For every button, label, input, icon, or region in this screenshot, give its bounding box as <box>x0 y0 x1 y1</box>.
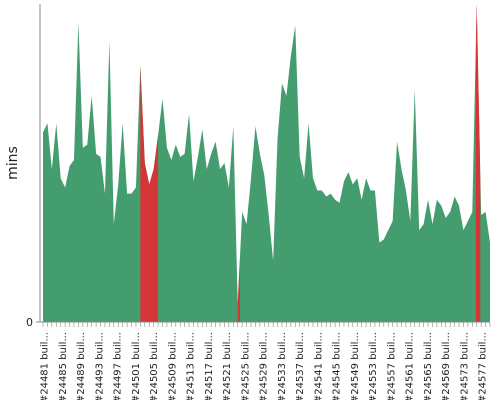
x-tick-label: #24573 buil... <box>459 332 470 400</box>
x-tick-label: #24533 buil... <box>277 332 288 400</box>
x-tick-label: #24549 buil... <box>350 332 361 400</box>
x-tick-label: #24481 buil... <box>40 332 51 400</box>
y-axis-label: mins <box>5 146 21 180</box>
x-tick-label: #24569 buil... <box>441 332 452 400</box>
failure-band-3 <box>475 4 481 322</box>
x-tick-label: #24529 buil... <box>259 332 270 400</box>
x-tick-label: #24517 buil... <box>204 332 215 400</box>
x-tick-label: #24493 buil... <box>94 332 105 400</box>
x-tick-label: #24577 buil... <box>478 332 489 400</box>
x-tick-label: #24525 buil... <box>240 332 251 400</box>
x-tick-label: #24565 buil... <box>423 332 434 400</box>
x-tick-label: #24513 buil... <box>186 332 197 400</box>
series-layer <box>43 4 490 322</box>
x-tick-label: #24489 buil... <box>76 332 87 400</box>
y-axis-ticks: 0 <box>26 316 40 329</box>
y-tick-label: 0 <box>26 316 33 329</box>
x-tick-label: #24545 buil... <box>332 332 343 400</box>
x-tick-label: #24561 buil... <box>405 332 416 400</box>
x-tick-label: #24553 buil... <box>368 332 379 400</box>
x-tick-label: #24537 buil... <box>295 332 306 400</box>
x-tick-label: #24485 buil... <box>58 332 69 400</box>
x-tick-label: #24521 buil... <box>222 332 233 400</box>
x-tick-label: #24497 buil... <box>113 332 124 400</box>
x-tick-label: #24505 buil... <box>149 332 160 400</box>
x-axis-ticks: #24481 buil... #24485 buil... #24489 buil.… <box>40 322 491 403</box>
failure-band-2 <box>237 4 240 322</box>
duration-area <box>43 4 490 322</box>
failure-band-1 <box>140 4 159 322</box>
x-tick-label: #24509 buil... <box>167 332 178 400</box>
x-tick-label: #24557 buil... <box>386 332 397 400</box>
x-tick-label: #24541 buil... <box>313 332 324 400</box>
x-tick-label: #24501 buil... <box>131 332 142 400</box>
